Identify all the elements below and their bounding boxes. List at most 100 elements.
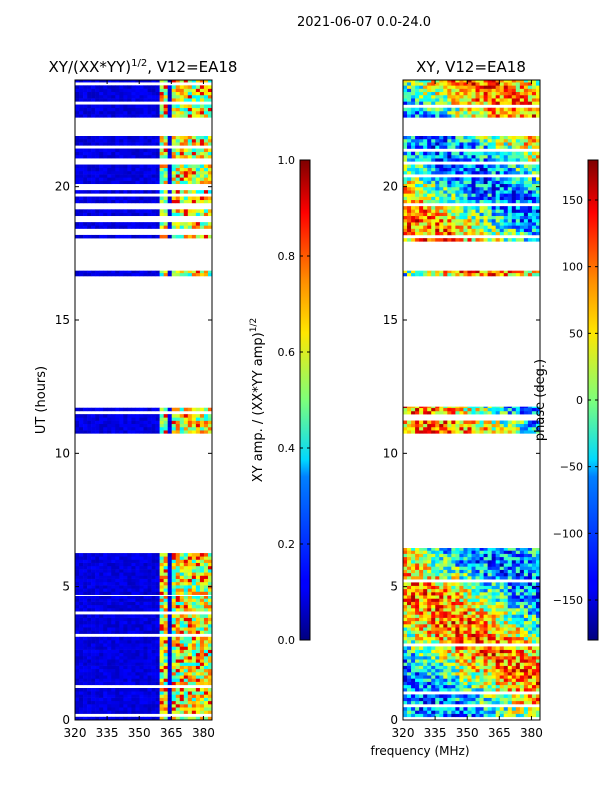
heatmap-cell [199,98,205,102]
heatmap-cell [183,414,189,418]
heatmap-cell [203,656,209,660]
heatmap-cell [107,588,112,592]
heatmap-cell [75,678,80,682]
heatmap-cell [207,559,212,563]
heatmap-cell [99,652,104,657]
heatmap-cell [487,640,492,644]
heatmap-cell [443,553,448,558]
heatmap-cell [459,700,464,705]
heatmap-cell [503,713,509,718]
heatmap-cell [411,608,416,612]
heatmap-cell [131,234,136,239]
heatmap-cell [487,707,492,711]
heatmap-cell [487,604,492,609]
heatmap-cell [115,154,120,159]
heatmap-cell [95,180,100,185]
heatmap-cell [451,681,456,686]
heatmap-cell [507,694,513,698]
heatmap-cell [79,578,84,583]
heatmap-cell [507,592,513,596]
heatmap-cell [151,562,156,567]
heatmap-cell [171,426,177,431]
heatmap-cell [135,407,140,412]
heatmap-cell [171,423,177,428]
heatmap-cell [519,662,525,666]
heatmap-cell [95,138,100,143]
heatmap-cell [87,678,92,682]
heatmap-cell [519,592,525,596]
heatmap-cell [119,420,124,425]
heatmap-cell [439,611,444,615]
heatmap-cell [495,556,501,561]
heatmap-cell [175,575,181,579]
heatmap-cell [83,697,88,702]
heatmap-cell [435,560,440,564]
heatmap-cell [495,662,501,666]
heatmap-cell [163,596,168,599]
heatmap-cell [139,164,144,169]
heatmap-cell [195,604,201,609]
heatmap-cell [175,697,181,702]
heatmap-cell [435,582,440,586]
heatmap-cell [163,656,168,660]
heatmap-cell [75,707,80,711]
heatmap-cell [99,678,104,682]
heatmap-cell [203,649,209,654]
heatmap-cell [131,688,136,692]
heatmap-cell [403,620,408,625]
heatmap-cell [499,636,505,641]
colorbar-tick-label: 0.8 [278,250,296,263]
heatmap-cell [127,604,132,609]
heatmap-cell [407,681,412,686]
heatmap-cell [439,627,444,631]
heatmap-cell [147,88,152,93]
heatmap-cell [155,697,160,702]
heatmap-cell [131,675,136,679]
heatmap-cell [143,575,148,579]
heatmap-cell [515,700,521,705]
heatmap-cell [103,148,108,153]
heatmap-cell [479,604,484,609]
heatmap-cell [199,704,205,708]
heatmap-cell [187,142,193,146]
heatmap-cell [127,430,132,434]
heatmap-cell [83,136,88,140]
heatmap-cell [99,556,104,560]
heatmap-cell [107,170,112,175]
heatmap-cell [487,560,492,564]
heatmap-cell [95,88,100,93]
heatmap-cell [503,675,509,679]
heatmap-cell [467,668,472,673]
heatmap-cell [499,420,505,425]
heatmap-cell [155,272,160,277]
heatmap-cell [479,672,484,676]
heatmap-cell [515,553,521,558]
heatmap-cell [103,569,108,573]
heatmap-cell [491,550,496,554]
heatmap-cell [447,656,452,660]
heatmap-cell [99,710,104,714]
heatmap-cell [463,617,468,622]
heatmap-cell [151,174,156,178]
heatmap-cell [495,426,501,431]
heatmap-cell [463,608,468,612]
heatmap-cell [171,656,177,660]
heatmap-cell [463,652,468,657]
heatmap-cell [487,652,492,657]
heatmap-cell [99,700,104,705]
heatmap-cell [123,704,128,708]
heatmap-cell [179,142,185,146]
heatmap-cell [483,582,488,586]
heatmap-cell [527,608,533,612]
heatmap-cell [83,414,88,418]
heatmap-cell [507,569,513,574]
heatmap-cell [187,700,193,705]
heatmap-cell [163,142,168,146]
heatmap-cell [143,588,148,592]
heatmap-cell [207,272,212,277]
heatmap-cell [127,585,132,589]
heatmap-row [75,565,212,570]
heatmap-cell [527,630,533,634]
heatmap-cell [203,624,209,628]
heatmap-cell [491,592,496,596]
